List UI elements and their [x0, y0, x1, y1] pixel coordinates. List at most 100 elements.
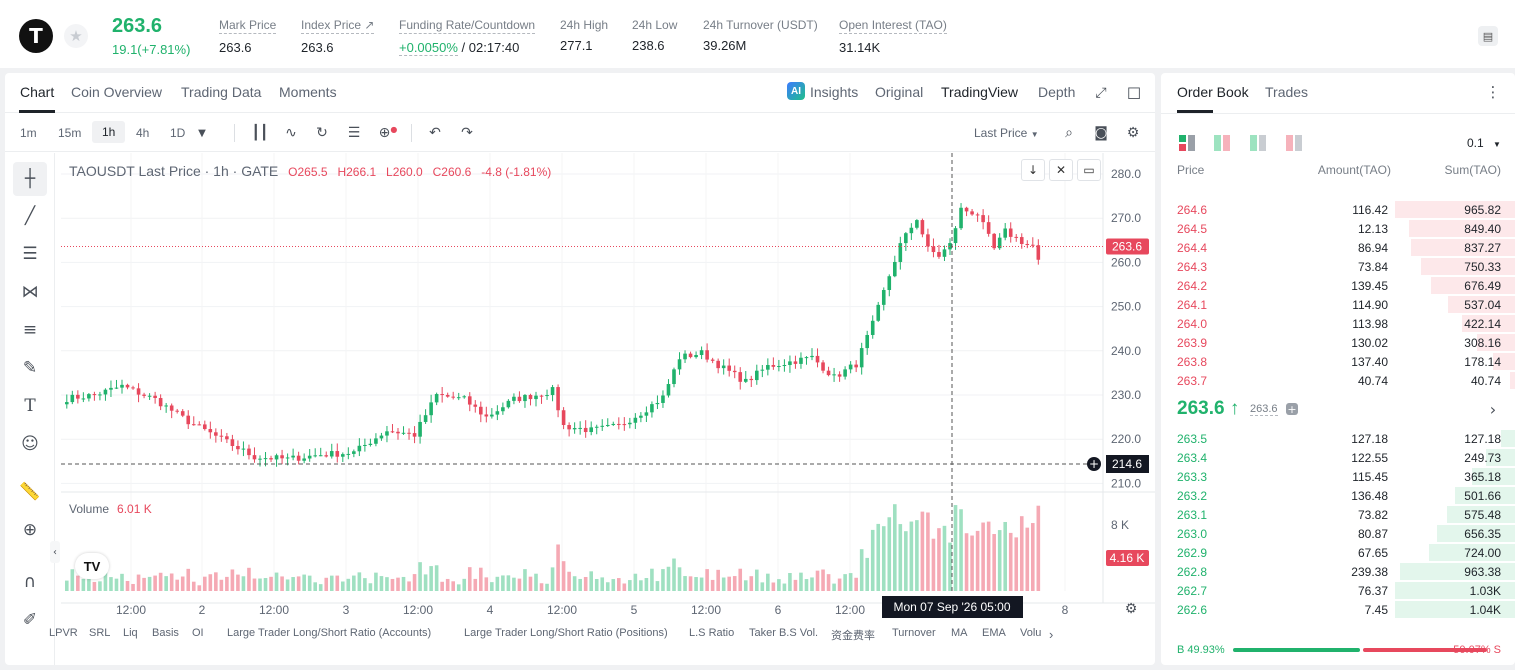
- stat-label[interactable]: Funding Rate/Countdown: [399, 18, 536, 34]
- bid-row[interactable]: 263.2 136.48 501.66: [1161, 486, 1515, 505]
- timeframe-dropdown-icon[interactable]: ▼: [198, 127, 206, 139]
- view-insights[interactable]: Insights: [810, 84, 859, 100]
- view-depth[interactable]: Depth: [1038, 84, 1076, 100]
- view-asks-icon[interactable]: [1286, 135, 1302, 151]
- ai-insights-icon[interactable]: AI: [787, 82, 805, 100]
- bid-row[interactable]: 262.6 7.45 1.04K: [1161, 600, 1515, 619]
- precision-select[interactable]: 0.1 ▼: [1467, 136, 1501, 150]
- ask-row[interactable]: 264.6 116.42 965.82: [1161, 200, 1515, 219]
- book-icon[interactable]: ▤: [1478, 26, 1498, 46]
- view-both-icon[interactable]: [1179, 135, 1195, 151]
- ask-row[interactable]: 264.1 114.90 537.04: [1161, 295, 1515, 314]
- expand-icon[interactable]: ⤢: [1095, 85, 1107, 101]
- crosshair-tool-icon[interactable]: ┼: [13, 162, 47, 196]
- stat-value: 263.6: [301, 40, 334, 55]
- horizontal-lines-tool-icon[interactable]: ☰: [22, 244, 38, 264]
- more-vertical-icon[interactable]: ⋮: [1485, 83, 1501, 101]
- zoom-in-tool-icon[interactable]: ⊕: [22, 520, 38, 540]
- ask-row[interactable]: 264.3 73.84 750.33: [1161, 257, 1515, 276]
- tab-coin-overview[interactable]: Coin Overview: [71, 84, 163, 100]
- emoji-tool-icon[interactable]: ☺: [21, 434, 39, 454]
- indicator-taker-bs-vol[interactable]: Taker B.S Vol.: [749, 627, 819, 639]
- price-type-select[interactable]: Last Price ▼: [974, 126, 1039, 140]
- indicator-oi[interactable]: OI: [192, 627, 204, 639]
- brush-tool-icon[interactable]: ✎: [22, 358, 38, 378]
- shield-icon[interactable]: +: [1286, 402, 1298, 416]
- indicator-liq[interactable]: Liq: [123, 627, 138, 639]
- tab-trading-data[interactable]: Trading Data: [181, 84, 262, 100]
- tab-chart[interactable]: Chart: [20, 84, 55, 100]
- indicator-basis[interactable]: Basis: [152, 627, 179, 639]
- undo-icon[interactable]: ↶: [429, 125, 441, 141]
- timeframe-1d[interactable]: 1D: [170, 126, 186, 140]
- bid-row[interactable]: 263.5 127.18 127.18: [1161, 429, 1515, 448]
- text-tool-icon[interactable]: T: [24, 396, 36, 416]
- bid-row[interactable]: 262.7 76.37 1.03K: [1161, 581, 1515, 600]
- redo-icon[interactable]: ↷: [461, 125, 473, 141]
- indicator-lpvr[interactable]: LPVR: [49, 627, 78, 639]
- bid-row[interactable]: 263.4 122.55 249.73: [1161, 448, 1515, 467]
- funding-rate-value[interactable]: +0.0050%: [399, 40, 458, 56]
- magnet-tool-icon[interactable]: ∩: [23, 572, 37, 592]
- ask-row[interactable]: 263.7 40.74 40.74: [1161, 371, 1515, 390]
- bid-row[interactable]: 262.8 239.38 963.38: [1161, 562, 1515, 581]
- bid-row[interactable]: 263.3 115.45 365.18: [1161, 467, 1515, 486]
- template-icon[interactable]: ☰: [347, 125, 361, 141]
- ask-row[interactable]: 264.5 12.13 849.40: [1161, 219, 1515, 238]
- indicator-srl[interactable]: SRL: [89, 627, 111, 639]
- trendline-tool-icon[interactable]: ╱: [24, 206, 36, 226]
- volume-bar: [418, 562, 422, 591]
- indicator-large-trader-accounts[interactable]: Large Trader Long/Short Ratio (Accounts): [227, 627, 432, 639]
- view-split-icon[interactable]: [1214, 135, 1230, 151]
- ask-row[interactable]: 264.4 86.94 837.27: [1161, 238, 1515, 257]
- scroll-to-latest-icon[interactable]: ↓: [1021, 159, 1045, 181]
- stat-label[interactable]: Index Price ↗: [301, 18, 375, 34]
- window-icon[interactable]: ☐: [1126, 83, 1142, 103]
- indicator-funding-rate[interactable]: 资金费率: [831, 630, 875, 642]
- bid-row[interactable]: 263.0 80.87 656.35: [1161, 524, 1515, 543]
- indicator-turnover[interactable]: Turnover: [892, 627, 936, 639]
- ruler-tool-icon[interactable]: 📏: [19, 482, 41, 502]
- collapse-toolbar-icon[interactable]: ‹: [50, 541, 60, 563]
- refresh-icon[interactable]: ↻: [316, 125, 328, 141]
- indicator-large-trader-positions[interactable]: Large Trader Long/Short Ratio (Positions…: [464, 627, 668, 639]
- tab-trades[interactable]: Trades: [1265, 84, 1309, 100]
- add-indicator-icon[interactable]: ⊕ ●: [378, 124, 398, 142]
- chevron-right-icon[interactable]: ›: [1489, 399, 1497, 419]
- timeframe-15m[interactable]: 15m: [58, 126, 82, 140]
- indicator-ma[interactable]: MA: [951, 627, 968, 639]
- tab-moments[interactable]: Moments: [279, 84, 337, 100]
- gear-icon[interactable]: ⚙: [1126, 125, 1140, 141]
- timeframe-4h[interactable]: 4h: [136, 126, 150, 140]
- view-original[interactable]: Original: [875, 84, 924, 100]
- view-tradingview[interactable]: TradingView: [941, 84, 1019, 100]
- favorite-star-icon[interactable]: ★: [64, 24, 88, 48]
- collapse-pane-icon[interactable]: ✕: [1049, 159, 1073, 181]
- indicator-ls-ratio[interactable]: L.S Ratio: [689, 627, 735, 639]
- stat-label[interactable]: Mark Price: [219, 18, 277, 34]
- candle-type-icon[interactable]: ┃┃: [251, 125, 269, 141]
- ask-row[interactable]: 264.0 113.98 422.14: [1161, 314, 1515, 333]
- chevron-right-icon[interactable]: ›: [1049, 627, 1054, 642]
- camera-icon[interactable]: ◙: [1094, 125, 1108, 141]
- search-icon[interactable]: ⌕: [1065, 125, 1073, 141]
- indicators-icon[interactable]: ∿: [285, 125, 297, 141]
- ask-row[interactable]: 263.8 137.40 178.14: [1161, 352, 1515, 371]
- maximize-pane-icon[interactable]: ▭: [1077, 159, 1101, 181]
- indicator-ema[interactable]: EMA: [982, 627, 1006, 639]
- timeframe-1h[interactable]: 1h: [92, 121, 126, 143]
- ask-row[interactable]: 264.2 139.45 676.49: [1161, 276, 1515, 295]
- timeframe-1m[interactable]: 1m: [20, 126, 37, 140]
- fib-tool-icon[interactable]: ≡: [22, 320, 38, 340]
- ask-row[interactable]: 263.9 130.02 308.16: [1161, 333, 1515, 352]
- stat-label[interactable]: Open Interest (TAO): [839, 18, 947, 34]
- pattern-tool-icon[interactable]: ⋈: [21, 282, 39, 302]
- bid-row[interactable]: 263.1 73.82 575.48: [1161, 505, 1515, 524]
- tab-order-book[interactable]: Order Book: [1177, 84, 1249, 100]
- lock-drawing-icon[interactable]: ✐: [22, 610, 38, 630]
- price-chart[interactable]: 280.0 270.0 260.0 250.0 240.0 230.0 220.0 210.0…: [5, 73, 1155, 665]
- bid-row[interactable]: 262.9 67.65 724.00: [1161, 543, 1515, 562]
- indicator-volume[interactable]: Volu: [1020, 627, 1042, 639]
- chart-settings-icon[interactable]: ⚙: [1124, 601, 1138, 617]
- view-bids-icon[interactable]: [1250, 135, 1266, 151]
